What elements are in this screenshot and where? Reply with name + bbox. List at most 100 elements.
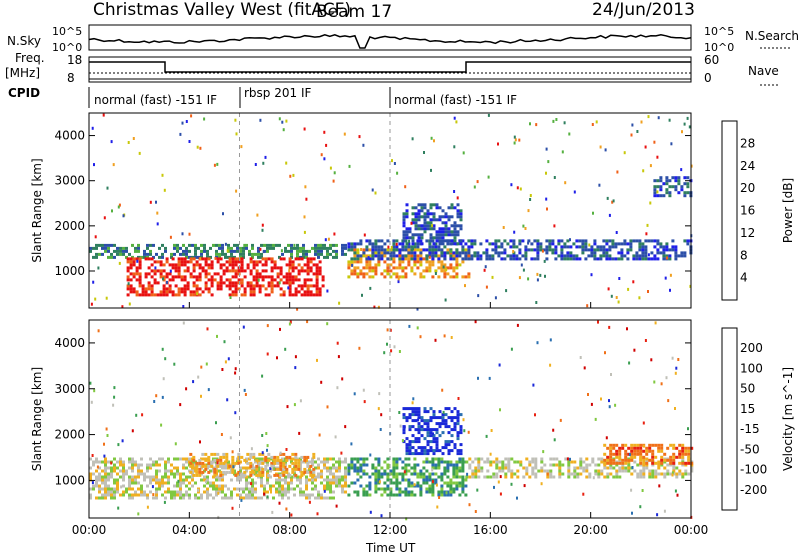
data-cell <box>264 464 268 468</box>
data-cell <box>657 116 660 120</box>
data-cell <box>180 275 184 279</box>
data-cell <box>438 410 442 414</box>
data-cell <box>192 380 195 384</box>
data-cell <box>606 196 609 200</box>
data-cell <box>419 493 423 497</box>
data-cell <box>291 266 295 270</box>
data-cell <box>543 463 547 467</box>
data-cell <box>552 463 556 467</box>
data-cell <box>615 455 619 459</box>
data-cell <box>503 251 507 255</box>
data-cell <box>103 442 105 446</box>
data-cell <box>323 457 326 461</box>
data-cell <box>113 466 116 470</box>
data-cell <box>401 472 405 476</box>
data-cell <box>453 230 457 234</box>
data-cell <box>107 460 110 464</box>
data-cell <box>516 460 520 464</box>
data-cell <box>615 452 619 456</box>
data-cell <box>176 246 179 250</box>
data-cell <box>333 232 336 236</box>
data-cell <box>298 431 301 435</box>
data-cell <box>654 455 658 459</box>
data-cell <box>450 410 454 414</box>
data-cell <box>413 272 417 276</box>
data-cell <box>648 458 652 462</box>
data-cell <box>431 251 435 255</box>
data-cell <box>270 269 274 273</box>
data-cell <box>122 249 125 253</box>
data-cell <box>456 196 459 200</box>
data-cell <box>420 233 424 237</box>
data-cell <box>515 254 519 258</box>
data-cell <box>402 224 406 228</box>
data-cell <box>206 478 209 482</box>
data-cell <box>627 452 631 456</box>
data-cell <box>116 249 119 253</box>
data-cell <box>269 246 272 250</box>
data-cell <box>489 475 493 479</box>
data-cell <box>569 251 573 255</box>
data-cell <box>546 475 550 479</box>
data-cell <box>534 460 538 464</box>
data-cell <box>677 358 680 361</box>
data-cell <box>267 275 271 279</box>
data-cell <box>638 239 642 243</box>
data-cell <box>582 460 586 464</box>
data-cell <box>414 437 418 441</box>
data-cell <box>242 490 245 494</box>
data-cell <box>356 260 360 264</box>
data-cell <box>365 493 369 497</box>
data-cell <box>434 338 437 342</box>
data-cell <box>209 469 212 473</box>
data-cell <box>450 250 453 254</box>
data-cell <box>261 284 265 288</box>
data-cell <box>671 248 675 252</box>
data-cell <box>554 257 558 261</box>
data-region <box>347 239 693 261</box>
data-cell <box>225 455 229 459</box>
data-cell <box>236 249 239 253</box>
data-cell <box>197 246 200 250</box>
data-cell <box>667 399 670 403</box>
data-cell <box>189 275 193 279</box>
data-cell <box>314 487 317 491</box>
data-cell <box>125 472 128 476</box>
data-cell <box>398 242 402 246</box>
data-cell <box>441 230 445 234</box>
data-cell <box>653 254 657 258</box>
data-cell <box>183 293 187 297</box>
data-cell <box>374 484 378 488</box>
data-cell <box>404 254 408 258</box>
data-cell <box>434 242 438 246</box>
data-region <box>189 452 316 477</box>
data-cell <box>177 260 181 264</box>
data-cell <box>668 185 672 189</box>
data-cell <box>458 457 462 461</box>
data-cell <box>315 278 319 282</box>
data-cell <box>155 475 158 479</box>
station-title: Christmas Valley West (fitACF) <box>93 0 351 20</box>
data-cell <box>456 209 460 213</box>
data-cell <box>118 261 121 265</box>
data-cell <box>236 246 239 250</box>
colorbar-tick-label: 15 <box>740 402 755 416</box>
data-cell <box>278 484 281 488</box>
data-cell <box>116 472 119 476</box>
data-cell <box>276 266 280 270</box>
data-cell <box>612 446 616 450</box>
data-cell <box>423 224 427 228</box>
data-cell <box>260 481 263 485</box>
data-cell <box>344 472 347 476</box>
data-cell <box>386 342 388 346</box>
colorbar-tick-label: -50 <box>740 442 760 456</box>
data-cell <box>104 246 107 250</box>
data-cell <box>569 254 573 258</box>
data-cell <box>231 293 235 297</box>
data-cell <box>608 248 612 252</box>
data-cell <box>428 475 432 479</box>
data-cell <box>317 457 320 461</box>
data-cell <box>228 470 232 474</box>
data-cell <box>282 128 285 132</box>
data-cell <box>534 463 538 467</box>
